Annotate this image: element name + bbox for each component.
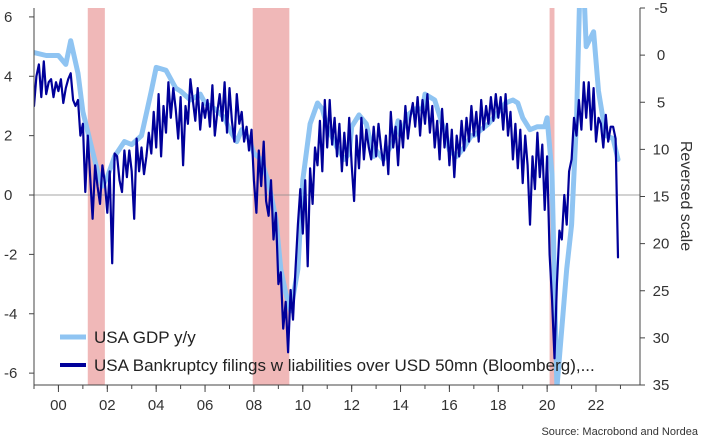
series-line-bankruptcy <box>34 60 620 360</box>
right-tick-label: -5 <box>654 0 667 17</box>
series-line-gdp <box>34 8 621 385</box>
left-tick-label: -4 <box>4 306 17 323</box>
series-lines <box>34 8 621 385</box>
legend: USA GDP y/y USA Bankruptcy filings w lia… <box>60 328 595 375</box>
right-tick-label: 25 <box>653 283 670 300</box>
x-tick-label: 02 <box>99 397 116 414</box>
x-tick-label: 12 <box>343 397 360 414</box>
recession-band-0 <box>87 8 105 385</box>
x-tick-label: 06 <box>197 397 214 414</box>
x-tick-label: 00 <box>50 397 67 414</box>
right-tick-label: 15 <box>653 189 670 206</box>
x-tick-label: 14 <box>392 397 409 414</box>
source-note: Source: Macrobond and Nordea <box>541 426 698 438</box>
x-tick-label: 18 <box>490 397 507 414</box>
x-tick-label: 20 <box>539 397 556 414</box>
x-tick-label: 04 <box>148 397 165 414</box>
right-axis-title: Reversed scale <box>677 141 694 251</box>
x-axis-ticks: 00 02 04 06 08 10 12 14 16 18 20 22 <box>33 385 621 414</box>
right-tick-label: 10 <box>653 141 670 158</box>
left-tick-label: -6 <box>4 365 17 382</box>
left-tick-label: 0 <box>4 187 12 204</box>
right-tick-label: 0 <box>657 47 665 64</box>
left-tick-label: 4 <box>4 68 12 85</box>
legend-label-gdp: USA GDP y/y <box>94 328 196 347</box>
x-tick-label: 16 <box>441 397 458 414</box>
right-tick-label: 30 <box>653 330 670 347</box>
left-tick-label: 2 <box>4 128 12 145</box>
right-tick-label: 5 <box>657 94 665 111</box>
right-tick-label: 20 <box>653 236 670 253</box>
right-axis-ticks: -5 0 5 10 15 20 25 30 35 <box>640 0 669 394</box>
left-tick-label: 6 <box>4 9 12 26</box>
legend-label-bankruptcy: USA Bankruptcy filings w liabilities ove… <box>94 356 595 375</box>
right-tick-label: 35 <box>653 377 670 394</box>
left-axis-ticks: 6 4 2 0 -2 -4 -6 <box>4 9 34 382</box>
x-tick-label: 08 <box>246 397 263 414</box>
x-tick-label: 22 <box>588 397 605 414</box>
left-tick-label: -2 <box>4 246 17 263</box>
x-tick-label: 10 <box>294 397 311 414</box>
